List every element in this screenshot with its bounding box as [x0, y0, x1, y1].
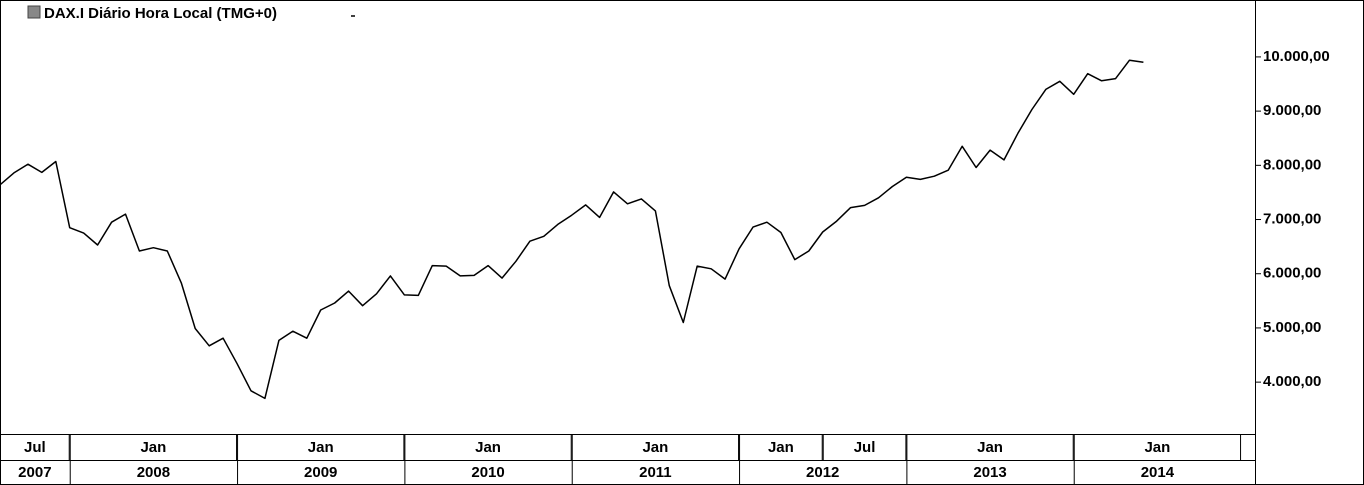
year-label: 2011: [639, 464, 672, 481]
y-tick-label: 4.000,00: [1263, 373, 1321, 390]
x-tick-label: Jan: [140, 439, 166, 456]
price-line: [0, 59, 1144, 400]
year-label: 2007: [18, 464, 51, 481]
y-tick-label: 5.000,00: [1263, 319, 1321, 336]
year-label: 2010: [471, 464, 504, 481]
y-tick-label: 10.000,00: [1263, 48, 1330, 65]
x-tick-label: Jan: [768, 439, 794, 456]
y-tick-label: 6.000,00: [1263, 265, 1321, 282]
x-tick-label: Jan: [475, 439, 501, 456]
x-tick-label: Jan: [642, 439, 668, 456]
x-tick-label: Jan: [977, 439, 1003, 456]
chart-icon: [27, 5, 41, 19]
x-tick-label: Jul: [854, 439, 876, 456]
x-tick-label: Jan: [308, 439, 334, 456]
x-tick-label: Jan: [1144, 439, 1170, 456]
y-tick-label: 7.000,00: [1263, 210, 1321, 227]
year-label: 2008: [137, 464, 170, 481]
x-tick-label: Jul: [24, 439, 46, 456]
y-tick-label: 9.000,00: [1263, 102, 1321, 119]
chart-title: DAX.I Diário Hora Local (TMG+0): [44, 5, 277, 22]
year-label: 2012: [806, 464, 839, 481]
year-label: 2009: [304, 464, 337, 481]
year-label: 2014: [1141, 464, 1175, 481]
year-label: 2013: [973, 464, 1006, 481]
y-tick-label: 8.000,00: [1263, 156, 1321, 173]
